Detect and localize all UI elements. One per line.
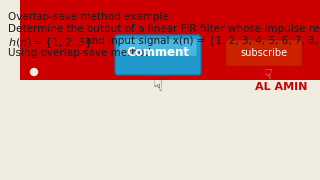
FancyBboxPatch shape xyxy=(116,36,200,57)
Text: subscribe: subscribe xyxy=(240,48,288,58)
Text: and input signal x(n) = {1, 2, 3, 4, 5, 6, 7, 8, 9}: and input signal x(n) = {1, 2, 3, 4, 5, … xyxy=(82,36,320,46)
Text: ☟: ☟ xyxy=(264,68,272,82)
FancyBboxPatch shape xyxy=(119,39,196,56)
Polygon shape xyxy=(20,0,320,80)
FancyBboxPatch shape xyxy=(226,40,302,66)
FancyBboxPatch shape xyxy=(115,35,201,75)
Text: Using overlap save method.: Using overlap save method. xyxy=(8,48,154,58)
Circle shape xyxy=(30,69,37,75)
Text: Determine the output of a linear FIR filter whose impulse response: Determine the output of a linear FIR fil… xyxy=(8,24,320,34)
Text: AL AMIN: AL AMIN xyxy=(255,82,308,92)
Text: ☟: ☟ xyxy=(153,77,163,95)
Text: Comment: Comment xyxy=(126,46,189,60)
Text: Overlap-save method example: Overlap-save method example xyxy=(8,12,169,22)
Text: $h(n) = \{1, 2, 3\}$: $h(n) = \{1, 2, 3\}$ xyxy=(8,36,92,50)
